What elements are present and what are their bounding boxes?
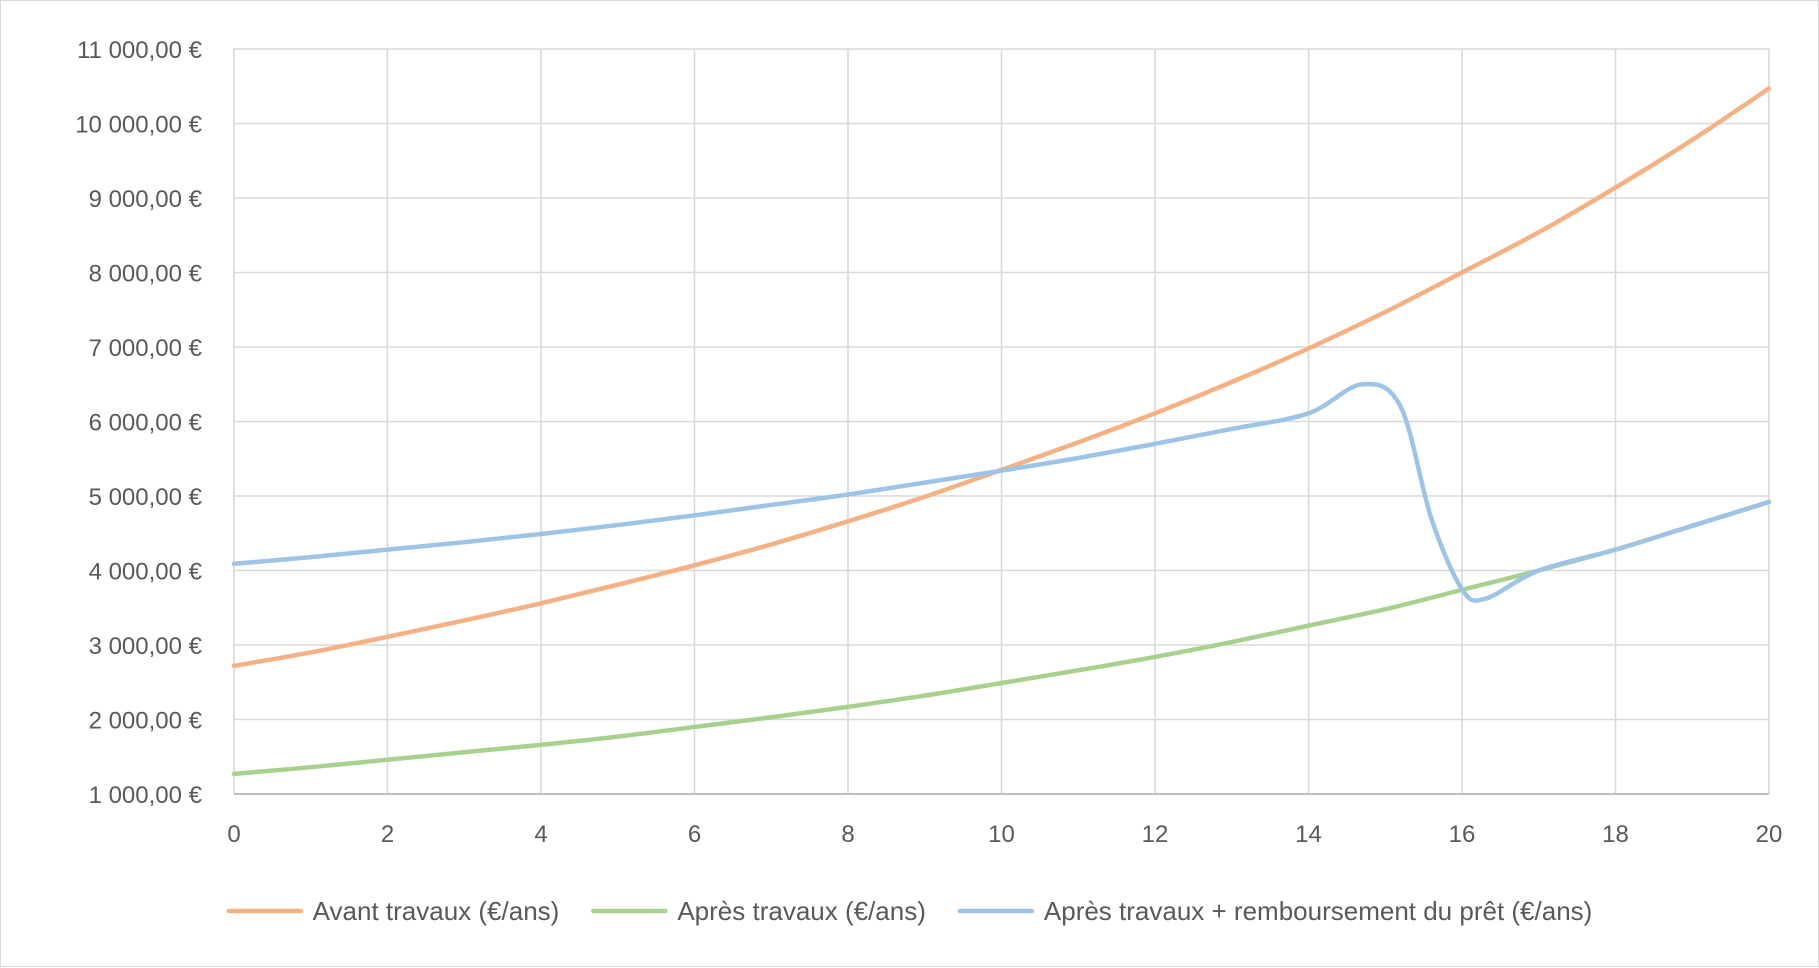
y-tick-label: 9 000,00 € [89,186,203,213]
y-tick-label: 1 000,00 € [89,782,203,809]
y-tick-label: 2 000,00 € [89,708,203,735]
legend-label: Après travaux + remboursement du prêt (€… [1044,896,1592,926]
legend-item-apres-travaux: Après travaux (€/ans) [591,896,926,926]
y-tick-label: 6 000,00 € [89,410,203,437]
y-tick-label: 4 000,00 € [89,559,203,586]
y-tick-label: 3 000,00 € [89,633,203,660]
legend: Avant travaux (€/ans) Après travaux (€/an… [226,896,1592,926]
series-line-apres-travaux-pret [231,381,1772,603]
x-tick-label: 16 [1449,821,1476,848]
x-tick-label: 4 [534,821,547,848]
x-tick-label: 8 [841,821,854,848]
y-tick-label: 8 000,00 € [89,261,203,288]
axes: 1 000,00 € 2 000,00 € 3 000,00 € 4 000,00 €… [75,37,1782,848]
x-tick-label: 12 [1142,821,1169,848]
legend-item-apres-travaux-pret: Après travaux + remboursement du prêt (€… [957,896,1592,926]
legend-label: Avant travaux (€/ans) [313,896,560,926]
x-tick-label: 10 [988,821,1015,848]
x-tick-label: 0 [227,821,240,848]
x-tick-label: 2 [381,821,394,848]
series-line-avant-travaux [231,86,1772,669]
x-tick-label: 14 [1295,821,1322,848]
y-tick-label: 7 000,00 € [89,335,203,362]
gridlines [233,48,1770,794]
x-tick-label: 6 [688,821,701,848]
legend-item-avant-travaux: Avant travaux (€/ans) [226,896,560,926]
series-lines [231,86,1772,777]
x-tick-label: 18 [1602,821,1629,848]
legend-label: Après travaux (€/ans) [677,896,926,926]
x-tick-label: 20 [1756,821,1783,848]
series-line-apres-travaux [231,499,1772,777]
y-tick-label: 10 000,00 € [75,112,202,139]
y-tick-label: 5 000,00 € [89,484,203,511]
y-tick-label: 11 000,00 € [77,37,203,64]
